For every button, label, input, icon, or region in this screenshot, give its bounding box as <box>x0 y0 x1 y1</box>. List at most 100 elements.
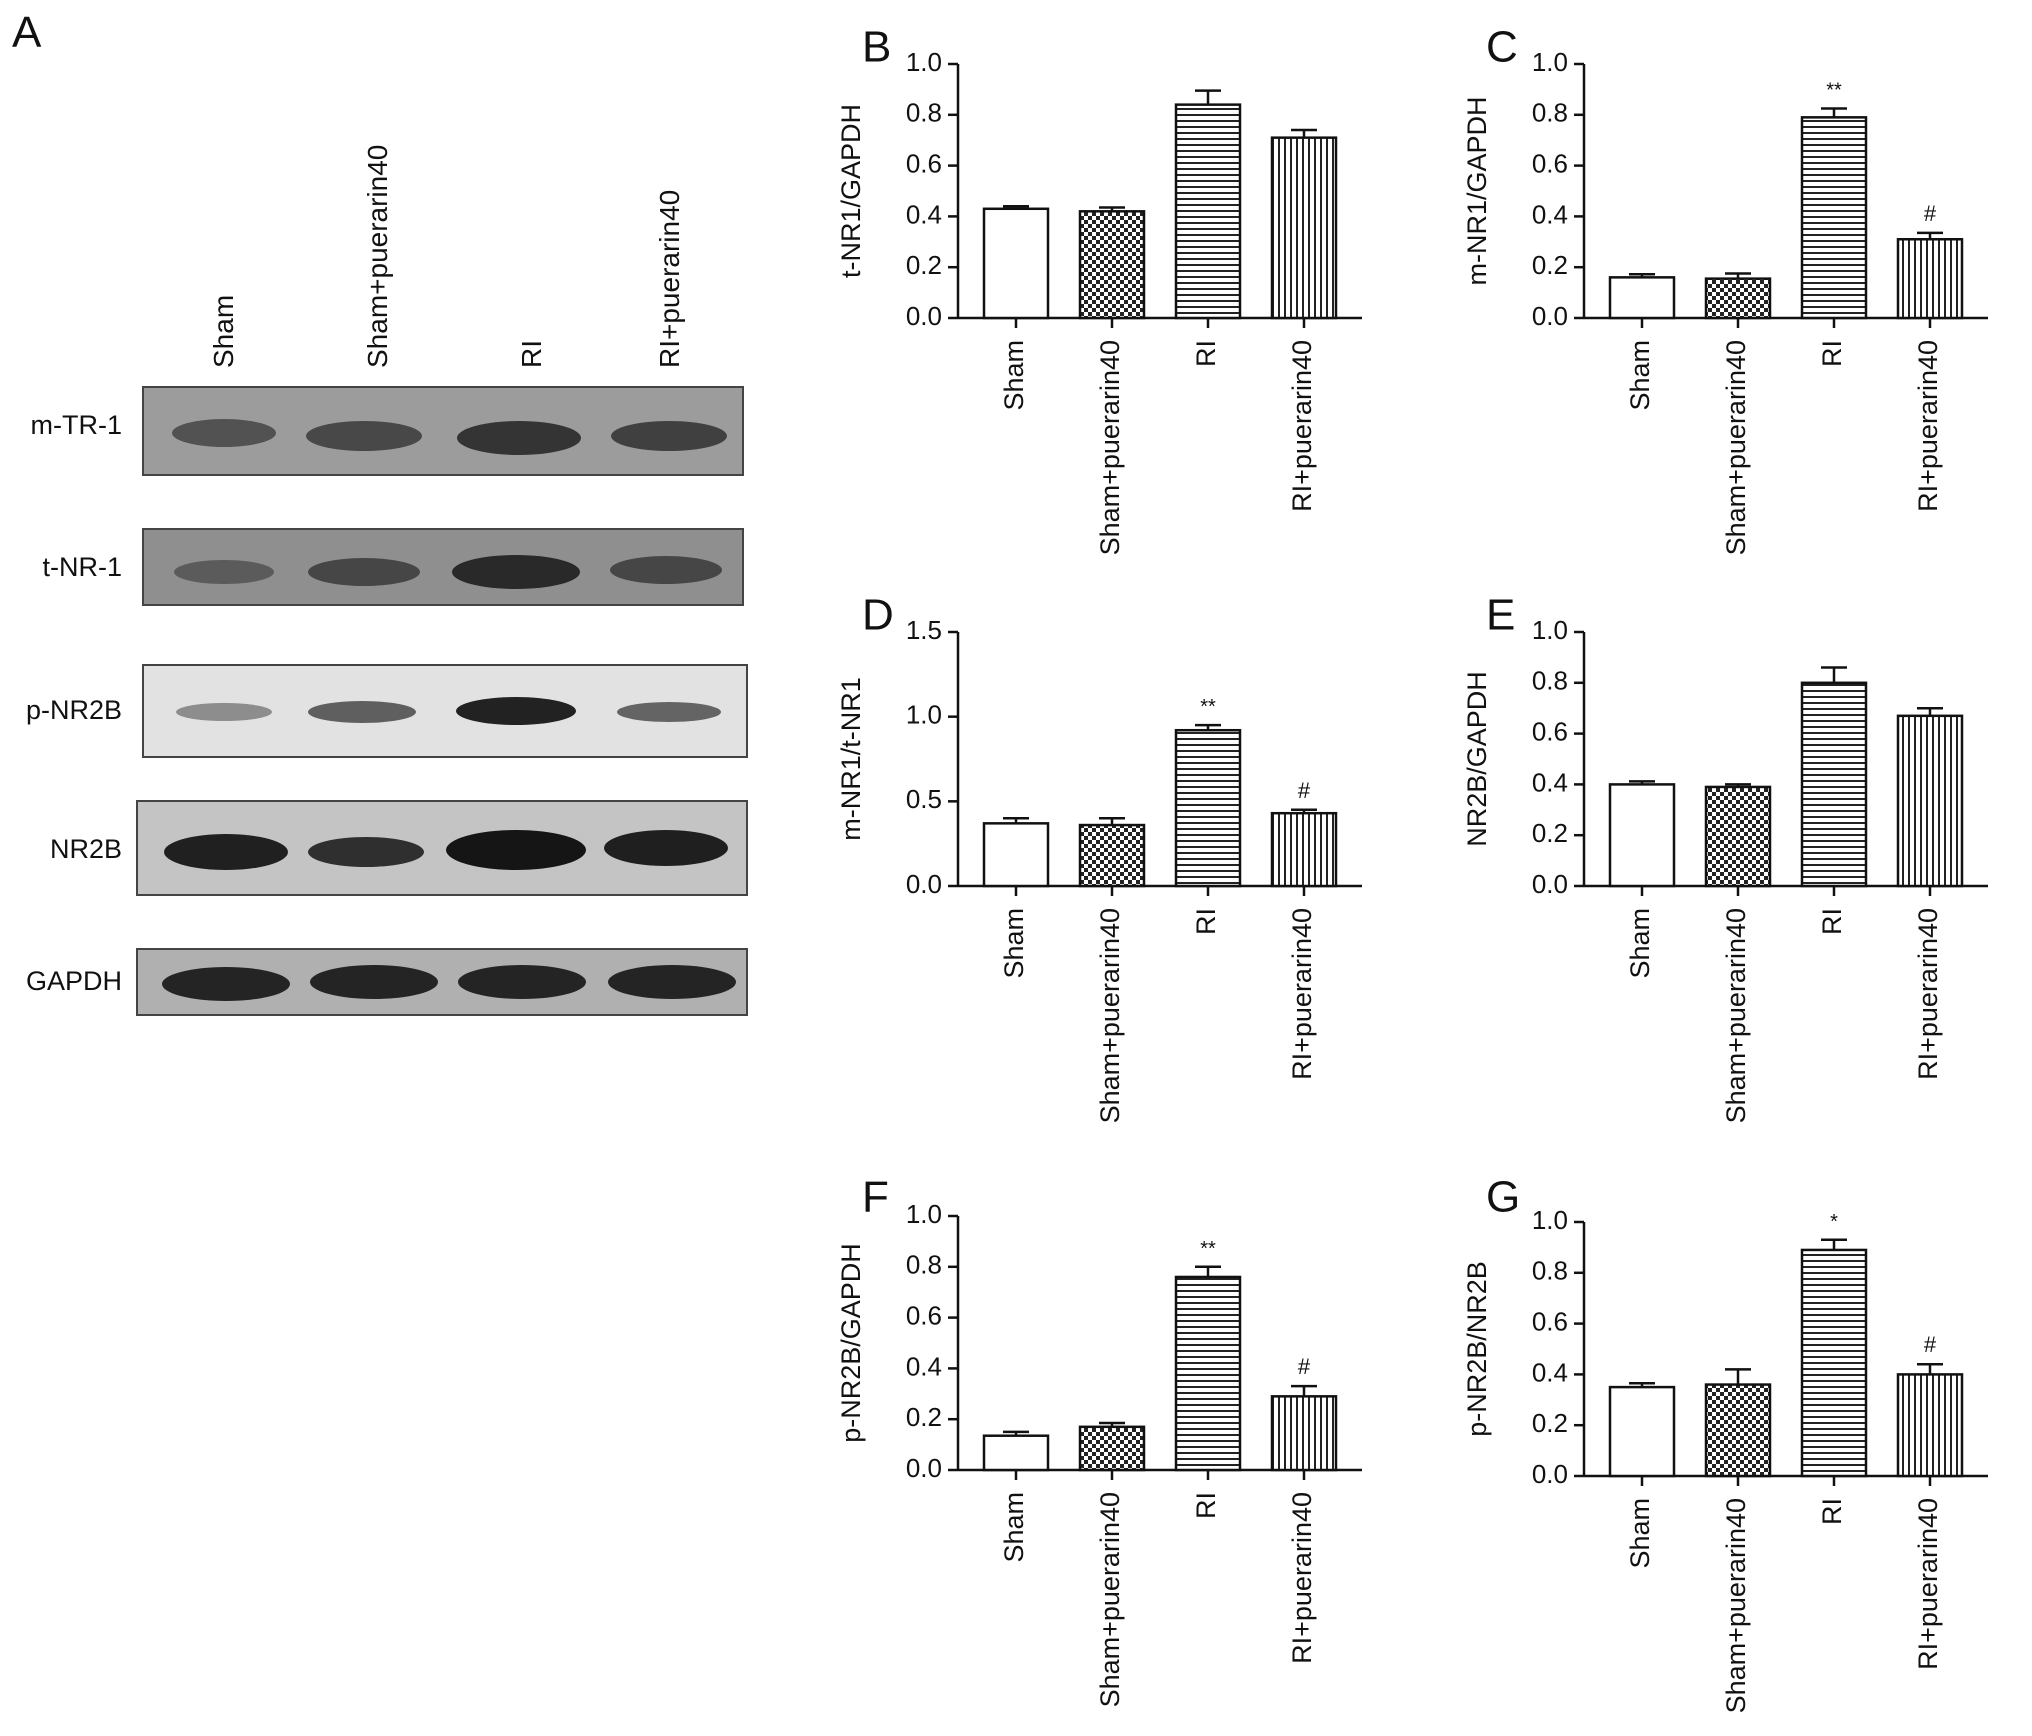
bar-f-1 <box>982 1434 1050 1472</box>
y-axis-label: m-NR1/t-NR1 <box>836 677 866 841</box>
significance-marker: # <box>1298 1354 1311 1379</box>
y-tick-label: 0.8 <box>906 1250 942 1280</box>
y-axis-label: p-NR2B/GAPDH <box>836 1243 866 1443</box>
significance-marker: ** <box>1200 1238 1216 1260</box>
category-label: Sham+puerarin40 <box>1721 1498 1751 1713</box>
blot-strip-nr2b <box>136 800 748 896</box>
bar-g-2 <box>1704 1383 1772 1478</box>
bar-g-1 <box>1608 1385 1676 1478</box>
y-tick-label: 1.0 <box>1532 1205 1568 1235</box>
panel-letter-d: D <box>862 591 894 640</box>
category-label: Sham <box>1625 340 1655 411</box>
category-label: RI <box>1191 1492 1221 1519</box>
category-label: Sham <box>999 908 1029 979</box>
bar-e-1 <box>1608 783 1676 888</box>
category-label: Sham <box>1625 1498 1655 1569</box>
y-tick-label: 1.0 <box>1532 615 1568 645</box>
category-label: Sham+puerarin40 <box>1095 340 1125 555</box>
blot-strip-gapdh <box>136 948 748 1016</box>
chart-panel-g: G 0.0 0.2 0.4 0.6 0.8 1.0 p-NR2B/NR2B Sham Sham+p… <box>1462 1173 1988 1713</box>
blot-strip-p-nr2b <box>142 664 748 758</box>
chart-panel-f: F 0.0 0.2 0.4 0.6 0.8 1.0 p-NR2B/GAPDH Sham Sham+… <box>836 1173 1362 1707</box>
bar-g-4 <box>1896 1373 1964 1478</box>
y-tick-label: 0.0 <box>1532 869 1568 899</box>
y-tick-label: 0.4 <box>1532 1357 1568 1387</box>
category-label: RI <box>1191 340 1221 367</box>
row-label-gapdh: GAPDH <box>25 966 122 996</box>
y-tick-label: 0.6 <box>906 1300 942 1330</box>
blot-strip-m-tr-1 <box>142 386 744 476</box>
bar-d-2 <box>1078 823 1146 888</box>
bar-c-4 <box>1896 238 1964 320</box>
bar-d-3 <box>1174 728 1242 888</box>
category-label: Sham <box>999 1492 1029 1563</box>
chart-panel-e: E 0.0 0.2 0.4 0.6 0.8 1.0 NR2B/GAPDH Sham Sham+pu… <box>1462 591 1988 1123</box>
bar-c-3 <box>1800 116 1868 320</box>
category-label: RI+puerarin40 <box>1913 908 1943 1080</box>
y-tick-label: 1.0 <box>906 1199 942 1229</box>
y-axis-label: NR2B/GAPDH <box>1462 671 1492 847</box>
significance-marker: ** <box>1826 79 1842 101</box>
panel-letter-c: C <box>1486 23 1518 72</box>
panel-letter-f: F <box>862 1173 889 1222</box>
significance-marker: * <box>1830 1211 1838 1233</box>
y-tick-label: 0.8 <box>1532 666 1568 696</box>
blot-bands-gapdh <box>162 965 736 1001</box>
row-label-t-nr-1: t-NR-1 <box>42 552 123 582</box>
significance-marker: ** <box>1200 696 1216 718</box>
y-tick-label: 0.6 <box>1532 716 1568 746</box>
category-label: RI <box>1191 908 1221 935</box>
category-label: RI <box>1817 908 1847 935</box>
bar-b-2 <box>1078 210 1146 320</box>
blot-bands-t-nr-1 <box>174 555 722 589</box>
row-label-m-tr-1: m-TR-1 <box>30 410 122 440</box>
y-tick-label: 0.6 <box>1532 1306 1568 1336</box>
y-tick-label: 1.0 <box>906 47 942 77</box>
category-label: RI <box>1817 1498 1847 1525</box>
y-tick-label: 0.4 <box>1532 199 1568 229</box>
bar-d-1 <box>982 822 1050 888</box>
panel-letter-e: E <box>1486 591 1515 640</box>
bar-b-3 <box>1174 103 1242 320</box>
chart-panel-c: C 0.0 0.2 0.4 0.6 0.8 1.0 m-NR1/GAPDH Sham Sham+p… <box>1462 23 1988 555</box>
panel-letter-a: A <box>12 8 42 57</box>
bar-b-4 <box>1270 136 1338 320</box>
bar-c-2 <box>1704 277 1772 320</box>
y-axis-label: m-NR1/GAPDH <box>1462 96 1492 285</box>
significance-marker: # <box>1924 201 1937 226</box>
chart-panel-d: D 0.0 0.5 1.0 1.5 m-NR1/t-NR1 Sham Sham+puerari… <box>836 591 1362 1123</box>
significance-marker: # <box>1298 778 1311 803</box>
y-tick-label: 0.2 <box>906 250 942 280</box>
y-tick-label: 0.8 <box>1532 98 1568 128</box>
y-tick-label: 0.5 <box>906 784 942 814</box>
y-tick-label: 0.2 <box>1532 1408 1568 1438</box>
y-tick-label: 0.6 <box>1532 148 1568 178</box>
blot-bands-p-nr2b <box>176 697 721 725</box>
y-tick-label: 0.4 <box>906 1351 942 1381</box>
category-label: RI <box>1817 340 1847 367</box>
bar-e-4 <box>1896 714 1964 888</box>
category-label: Sham+puerarin40 <box>1721 340 1751 555</box>
y-tick-label: 0.2 <box>1532 818 1568 848</box>
significance-marker: # <box>1924 1332 1937 1357</box>
category-label: RI+puerarin40 <box>1287 908 1317 1080</box>
y-axis-label: t-NR1/GAPDH <box>836 104 866 278</box>
y-tick-label: 0.0 <box>906 869 942 899</box>
y-tick-label: 0.8 <box>906 98 942 128</box>
category-label: RI+puerarin40 <box>1287 340 1317 512</box>
y-tick-label: 1.5 <box>906 615 942 645</box>
bar-e-3 <box>1800 681 1868 888</box>
y-tick-label: 0.4 <box>1532 767 1568 797</box>
category-label: RI+puerarin40 <box>1913 340 1943 512</box>
blot-strip-t-nr-1 <box>142 528 744 606</box>
y-tick-label: 0.4 <box>906 199 942 229</box>
bar-f-2 <box>1078 1425 1146 1472</box>
row-label-nr2b: NR2B <box>49 834 122 864</box>
chart-panel-b: B 0.0 0.2 0.4 0.6 0.8 1.0 t-NR1/GAPDH Sham Sham+p… <box>836 23 1362 555</box>
y-tick-label: 1.0 <box>1532 47 1568 77</box>
category-label: Sham+puerarin40 <box>1095 908 1125 1123</box>
category-label: Sham+puerarin40 <box>1095 1492 1125 1707</box>
blot-bands-m-tr-1 <box>172 419 727 455</box>
